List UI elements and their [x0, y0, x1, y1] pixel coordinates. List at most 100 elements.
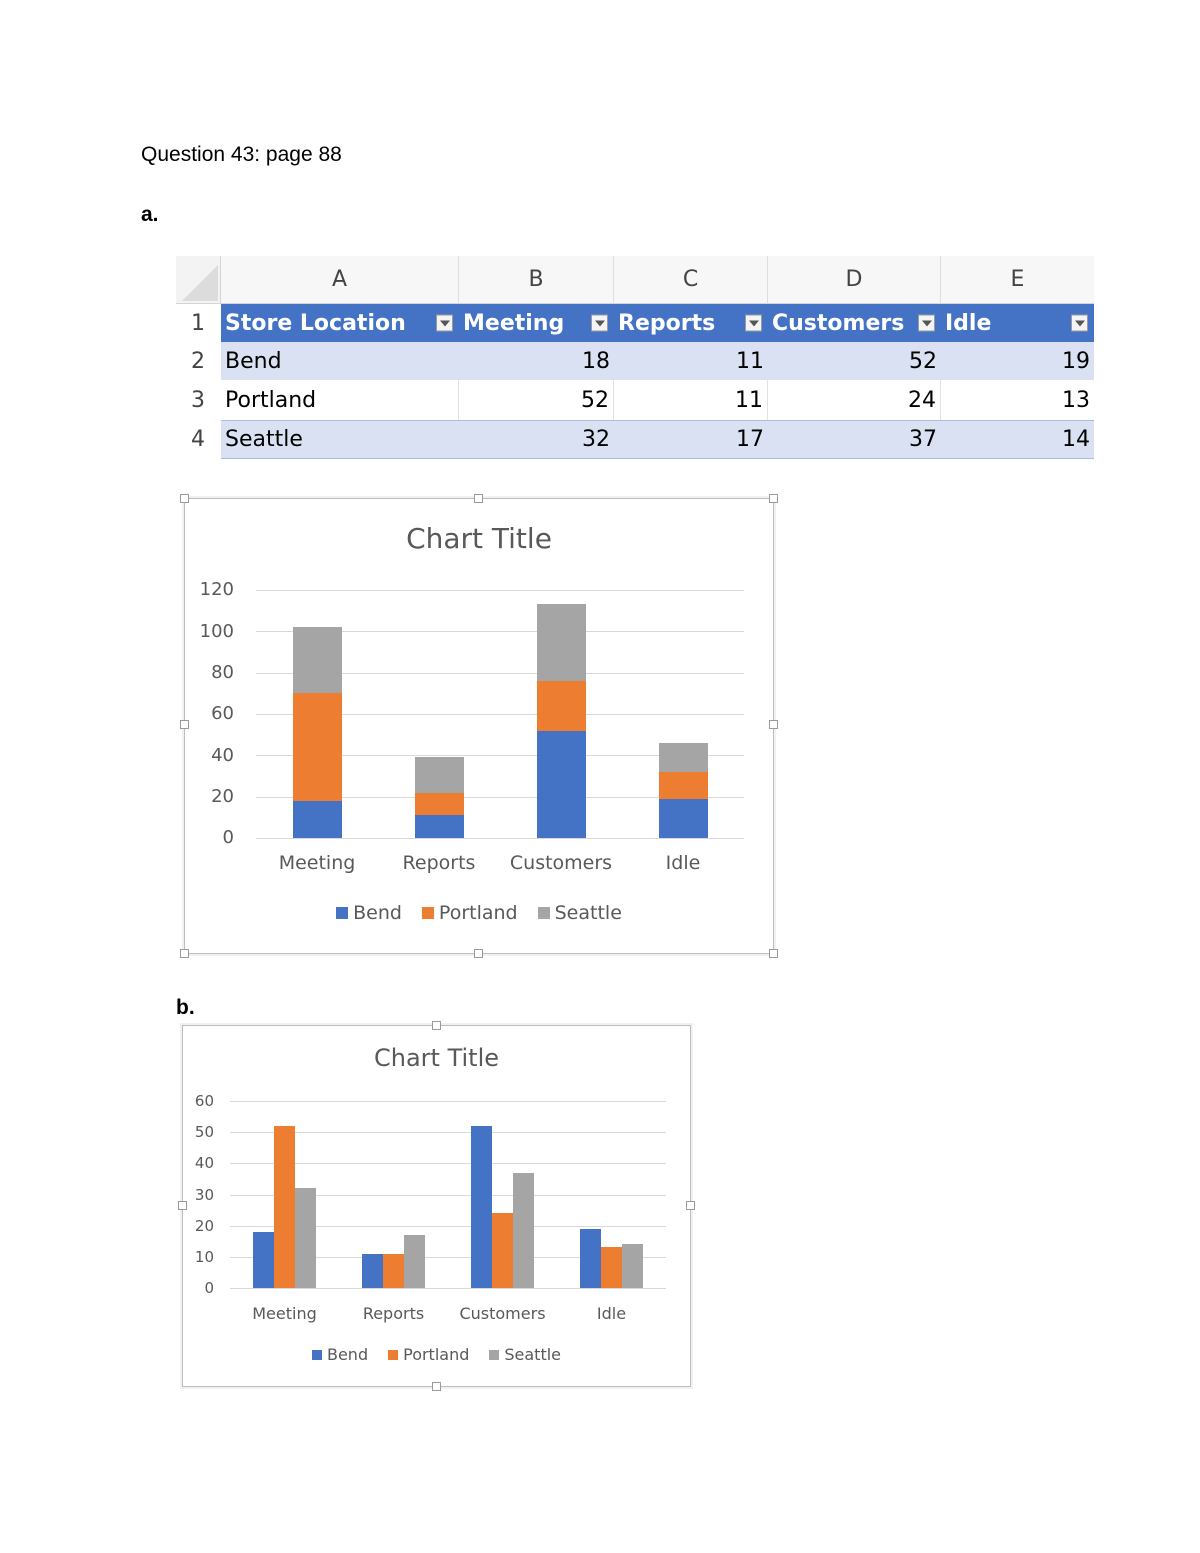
gridline	[256, 796, 744, 798]
x-axis-category-label: Idle	[596, 1304, 627, 1323]
chart-legend[interactable]: Bend Portland Seattle	[182, 1345, 691, 1364]
resize-handle-left[interactable]	[180, 720, 189, 729]
legend-item-bend: Bend	[336, 902, 402, 924]
header-cell-store-location[interactable]: Store Location	[221, 304, 459, 342]
chart-title[interactable]: Chart Title	[373, 1044, 499, 1072]
select-all-corner[interactable]	[176, 256, 221, 304]
gridline	[256, 714, 744, 715]
resize-handle-top-left[interactable]	[180, 494, 189, 503]
header-cell-meeting[interactable]: Meeting	[459, 304, 614, 342]
cell-reports[interactable]: 11	[614, 380, 768, 420]
cell-location[interactable]: Seattle	[225, 427, 303, 452]
bar-seattle-reports[interactable]	[414, 757, 464, 793]
x-axis-category-label: Customers	[459, 1304, 546, 1323]
bar-portland-reports[interactable]	[383, 1253, 404, 1288]
cell-location[interactable]: Portland	[221, 380, 459, 420]
resize-handle-bottom[interactable]	[474, 949, 483, 958]
cell-reports[interactable]: 17	[736, 427, 764, 452]
legend-label: Seattle	[504, 1345, 562, 1364]
header-label: Idle	[945, 310, 992, 336]
cell-customers[interactable]: 52	[909, 348, 937, 374]
header-label: Reports	[618, 310, 716, 336]
bar-portland-idle[interactable]	[658, 771, 708, 799]
bar-bend-customers[interactable]	[471, 1125, 492, 1288]
column-header-c[interactable]: C	[614, 256, 768, 304]
y-axis-tick-label: 20	[194, 1216, 214, 1235]
bar-seattle-idle[interactable]	[658, 742, 708, 772]
header-label: Store Location	[225, 310, 406, 336]
bar-seattle-meeting[interactable]	[292, 627, 342, 694]
bar-bend-reports[interactable]	[362, 1253, 383, 1288]
cell-idle[interactable]: 13	[1062, 387, 1090, 413]
cell-meeting[interactable]: 32	[582, 427, 610, 452]
y-axis-tick-label: 60	[211, 703, 234, 725]
filter-dropdown-icon[interactable]	[1071, 314, 1088, 332]
clustered-column-chart[interactable]: Chart Title 0 10 20 30 40 50 60 Meeting Reports C…	[178, 1021, 695, 1391]
resize-handle-top-right[interactable]	[769, 494, 778, 503]
bar-seattle-meeting[interactable]	[295, 1188, 316, 1288]
bar-portland-meeting[interactable]	[292, 693, 342, 801]
row-header-1[interactable]: 1	[176, 304, 220, 342]
header-cell-customers[interactable]: Customers	[768, 304, 941, 342]
legend-swatch-icon	[311, 1349, 322, 1360]
resize-handle-right[interactable]	[686, 1201, 695, 1210]
filter-dropdown-icon[interactable]	[591, 314, 608, 332]
row-header-4[interactable]: 4	[176, 420, 220, 458]
row-header-2[interactable]: 2	[176, 342, 220, 380]
y-axis-tick-label: 100	[199, 620, 234, 642]
chart-legend[interactable]: Bend Portland Seattle	[184, 902, 774, 924]
bar-portland-customers[interactable]	[492, 1213, 513, 1288]
cell-customers[interactable]: 37	[909, 427, 937, 452]
header-cell-reports[interactable]: Reports	[614, 304, 768, 342]
filter-dropdown-icon[interactable]	[436, 314, 453, 332]
resize-handle-bottom-right[interactable]	[769, 949, 778, 958]
resize-handle-top[interactable]	[432, 1021, 441, 1030]
row-header-3[interactable]: 3	[176, 380, 220, 420]
cell-idle[interactable]: 14	[1062, 427, 1090, 452]
bar-portland-idle[interactable]	[601, 1247, 622, 1288]
resize-handle-bottom[interactable]	[432, 1382, 441, 1391]
filter-dropdown-icon[interactable]	[918, 314, 935, 332]
column-header-d[interactable]: D	[768, 256, 941, 304]
bar-portland-reports[interactable]	[414, 792, 464, 816]
column-header-a[interactable]: A	[221, 256, 459, 304]
y-axis-tick-label: 50	[194, 1123, 214, 1142]
legend-item-seattle: Seattle	[537, 902, 622, 924]
cell-customers[interactable]: 24	[768, 380, 941, 420]
part-a-label: a.	[141, 203, 159, 226]
resize-handle-right[interactable]	[769, 720, 778, 729]
resize-handle-left[interactable]	[178, 1201, 187, 1210]
cell-reports[interactable]: 11	[736, 348, 764, 374]
bar-portland-meeting[interactable]	[274, 1125, 295, 1288]
x-axis-category-label: Meeting	[278, 852, 356, 874]
header-cell-idle[interactable]: Idle	[941, 304, 1094, 342]
legend-label: Seattle	[554, 902, 622, 924]
filter-dropdown-icon[interactable]	[745, 314, 762, 332]
bar-seattle-reports[interactable]	[404, 1235, 425, 1288]
bar-seattle-customers[interactable]	[536, 604, 586, 681]
cell-idle[interactable]: 19	[1062, 348, 1090, 374]
resize-handle-bottom-left[interactable]	[180, 949, 189, 958]
y-axis-tick-label: 60	[194, 1092, 214, 1110]
legend-item-bend: Bend	[311, 1345, 369, 1364]
legend-label: Bend	[326, 1345, 369, 1364]
cell-meeting[interactable]: 18	[582, 348, 610, 374]
chart-title[interactable]: Chart Title	[406, 522, 552, 555]
bar-seattle-idle[interactable]	[622, 1244, 643, 1288]
legend-item-portland: Portland	[388, 1345, 469, 1364]
resize-handle-top[interactable]	[474, 494, 483, 503]
bar-bend-reports[interactable]	[414, 815, 464, 838]
bar-bend-meeting[interactable]	[292, 800, 342, 838]
bar-bend-idle[interactable]	[658, 798, 708, 838]
column-header-e[interactable]: E	[941, 256, 1094, 304]
bar-seattle-customers[interactable]	[513, 1172, 534, 1288]
legend-label: Portland	[403, 1345, 470, 1364]
cell-location[interactable]: Bend	[225, 348, 282, 374]
column-header-b[interactable]: B	[459, 256, 614, 304]
bar-bend-idle[interactable]	[580, 1228, 601, 1288]
cell-meeting[interactable]: 52	[459, 380, 614, 420]
bar-bend-customers[interactable]	[536, 730, 586, 838]
stacked-column-chart[interactable]: Chart Title 0 20 40 60 80 100 120 Meeting Report…	[180, 494, 778, 958]
bar-bend-meeting[interactable]	[253, 1231, 274, 1288]
bar-portland-customers[interactable]	[536, 680, 586, 731]
